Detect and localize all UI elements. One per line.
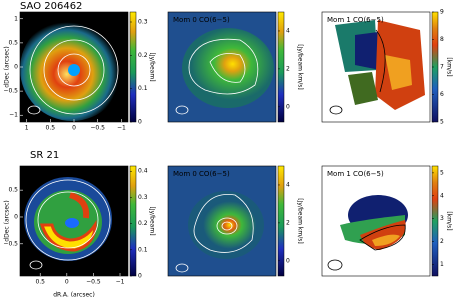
colorbar-tick-label: 7 [440,64,444,71]
panel-label: Dust [25,16,41,24]
colorbar [129,165,137,277]
colorbar-label: [km/s] [446,211,453,230]
colorbar-tick-label: 0.2 [138,52,148,59]
colorbar-tick-label: 0.1 [138,246,148,253]
y-tick-label: 0.5 [8,39,18,46]
colorbar-label: [km/s] [446,57,453,76]
x-tick-label: 1 [25,125,29,132]
source-title: SR 21 [30,150,59,161]
colorbar-tick-label: 4 [286,181,290,188]
y-tick-label: 0.5 [8,187,18,194]
y-tick-label: 1 [14,15,18,22]
colorbar-tick-label: 4 [286,27,290,34]
panel-frame [321,11,431,123]
colorbar-tick-label: 0 [286,257,290,264]
colorbar-tick-label: 5 [440,119,444,126]
x-tick-label: −0.5 [86,279,101,286]
source-title: SAO 206462 [20,1,82,12]
colorbar-tick-label: 0.4 [138,168,148,175]
x-axis-label: dR.A. (arcsec) [53,292,95,299]
colorbar-tick-label: 2 [286,65,290,72]
y-tick-label: −0.5 [3,88,18,95]
panel-label: Mom 1 CO(6−5) [327,170,384,178]
x-tick-label: −1 [116,279,125,286]
panel-label: Dust [25,170,41,178]
colorbar [277,165,285,277]
colorbar-tick-label: 1 [440,261,444,268]
colorbar-tick-label: 0.3 [138,19,148,26]
colorbar-tick-label: 0 [138,119,142,126]
colorbar-label: [Jy/beam km/s] [297,198,304,243]
x-tick-label: 0.5 [46,125,56,132]
colorbar-tick-label: 0.2 [138,220,148,227]
x-tick-label: 0 [72,125,76,132]
colorbar-tick-label: 2 [286,219,290,226]
colorbar-tick-label: 5 [440,169,444,176]
x-tick-label: 0 [65,279,69,286]
colorbar-tick-label: 4 [440,192,444,199]
colorbar-tick-label: 0 [286,103,290,110]
panel-frame [321,165,431,277]
y-tick-label: −0.5 [3,240,18,247]
colorbar-tick-label: 6 [440,91,444,98]
colorbar-tick-label: 9 [440,9,444,16]
x-tick-label: 0.5 [35,279,45,286]
colorbar-label: [Jy/beam km/s] [297,44,304,89]
colorbar-tick-label: 0.3 [138,194,148,201]
colorbar-label: [Jy/beam] [149,206,156,235]
panel-frame [19,165,129,277]
colorbar-tick-label: 8 [440,36,444,43]
colorbar [129,11,137,123]
y-tick-label: 0 [14,64,18,71]
y-tick-label: 0 [14,213,18,220]
colorbar-tick-label: 0.1 [138,85,148,92]
panel-label: Mom 1 CO(6−5) [327,16,384,24]
panel-label: Mom 0 CO(6−5) [173,170,230,178]
colorbar-tick-label: 0 [138,273,142,280]
y-tick-label: −1 [9,112,18,119]
x-tick-label: −1 [117,125,126,132]
panel-label: Mom 0 CO(6−5) [173,16,230,24]
y-axis-label: dDec (arcsec) [4,46,11,87]
colorbar [431,165,439,277]
panel-images [20,12,430,276]
panel-frame [167,11,277,123]
y-axis-label: dDec (arcsec) [4,200,11,241]
x-tick-label: −0.5 [90,125,105,132]
colorbar-tick-label: 2 [440,238,444,245]
colorbar-tick-label: 3 [440,215,444,222]
panel-frame [167,165,277,277]
colorbar-label: [Jy/beam] [149,52,156,81]
colorbar [277,11,285,123]
